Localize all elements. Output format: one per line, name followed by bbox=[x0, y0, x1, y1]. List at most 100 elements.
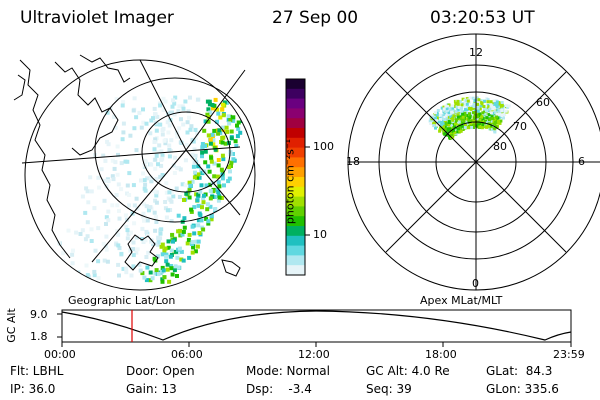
aurora-pixel bbox=[83, 237, 88, 242]
aurora-pixel bbox=[453, 130, 457, 134]
aurora-pixel bbox=[471, 96, 475, 100]
aurora-pixel bbox=[495, 100, 499, 104]
aurora-pixel bbox=[159, 227, 164, 232]
aurora-pixel bbox=[128, 133, 133, 138]
aurora-pixel bbox=[231, 118, 236, 123]
aurora-pixel bbox=[174, 186, 179, 191]
aurora-pixel bbox=[181, 258, 186, 263]
aurora-pixel bbox=[472, 126, 475, 129]
aurora-pixel bbox=[139, 178, 143, 183]
aurora-pixel bbox=[106, 209, 111, 214]
aurora-pixel bbox=[465, 102, 469, 106]
aurora-pixel bbox=[498, 102, 502, 106]
geographic-caption: Geographic Lat/Lon bbox=[68, 294, 176, 307]
aurora-pixel bbox=[457, 120, 461, 124]
aurora-pixel bbox=[203, 149, 208, 154]
aurora-pixel bbox=[160, 252, 165, 257]
aurora-pixel bbox=[70, 252, 75, 257]
aurora-pixel bbox=[114, 193, 119, 197]
aurora-pixel bbox=[479, 104, 483, 108]
aurora-pixel bbox=[468, 116, 472, 120]
aurora-pixel bbox=[153, 166, 158, 171]
aurora-pixel bbox=[166, 239, 171, 244]
colorbar-cell bbox=[286, 226, 305, 237]
aurora-pixel bbox=[438, 128, 442, 132]
aurora-pixel bbox=[195, 198, 200, 203]
aurora-pixel bbox=[208, 141, 213, 146]
aurora-pixel bbox=[498, 121, 502, 125]
aurora-pixel bbox=[154, 214, 159, 219]
aurora-pixel bbox=[222, 100, 227, 105]
aurora-pixel bbox=[450, 134, 454, 137]
aurora-pixel bbox=[220, 107, 225, 112]
aurora-pixel bbox=[478, 112, 482, 116]
aurora-pixel bbox=[128, 248, 133, 253]
aurora-pixel bbox=[429, 122, 433, 125]
aurora-pixel bbox=[106, 142, 111, 147]
aurora-pixel bbox=[487, 119, 490, 123]
aurora-pixel bbox=[104, 247, 109, 252]
aurora-pixel bbox=[446, 125, 450, 129]
aurora-pixel bbox=[481, 111, 485, 115]
aurora-pixel bbox=[460, 109, 464, 113]
aurora-pixel bbox=[145, 176, 150, 181]
aurora-pixel bbox=[443, 127, 447, 131]
aurora-pixel bbox=[150, 276, 155, 281]
aurora-pixel bbox=[220, 140, 225, 145]
aurora-pixel bbox=[152, 140, 157, 144]
aurora-pixel bbox=[185, 130, 190, 135]
altitude-plot bbox=[57, 309, 572, 347]
aurora-pixel bbox=[216, 190, 221, 195]
colorbar-cell bbox=[286, 255, 305, 266]
time-label: 03:20:53 UT bbox=[430, 8, 535, 28]
aurora-pixel bbox=[443, 125, 447, 129]
aurora-pixel bbox=[104, 215, 109, 220]
aurora-pixel bbox=[218, 115, 223, 120]
aurora-pixel bbox=[96, 259, 101, 264]
aurora-pixel bbox=[478, 125, 482, 129]
aurora-pixel bbox=[482, 108, 486, 112]
aurora-pixel bbox=[195, 97, 200, 102]
aurora-pixel bbox=[500, 103, 504, 107]
colorbar-cell bbox=[286, 216, 305, 227]
aurora-pixel bbox=[216, 163, 221, 168]
aurora-pixel bbox=[190, 179, 195, 184]
aurora-pixel bbox=[120, 137, 125, 142]
aurora-pixel bbox=[503, 113, 507, 116]
aurora-pixel bbox=[220, 136, 225, 140]
mlt-label-18: 18 bbox=[346, 155, 360, 168]
glat-info: GLat: 84.3 bbox=[486, 364, 553, 378]
aurora-pixel bbox=[127, 193, 132, 197]
aurora-pixel bbox=[156, 162, 160, 167]
aurora-pixel bbox=[185, 241, 190, 246]
gain-info: Gain: 13 bbox=[126, 382, 177, 396]
altitude-ytick-9: 9.0 bbox=[30, 308, 48, 321]
aurora-pixel bbox=[197, 211, 202, 216]
aurora-pixel bbox=[160, 242, 165, 247]
aurora-pixel bbox=[175, 255, 180, 260]
aurora-pixel bbox=[127, 171, 132, 176]
aurora-pixel bbox=[461, 97, 465, 101]
aurora-pixel bbox=[456, 115, 460, 119]
aurora-pixel bbox=[193, 153, 198, 158]
aurora-pixel bbox=[155, 254, 160, 259]
aurora-pixel bbox=[121, 130, 126, 135]
aurora-pixel bbox=[188, 183, 193, 188]
aurora-pixel bbox=[227, 165, 232, 170]
aurora-pixel bbox=[104, 184, 109, 189]
aurora-pixel bbox=[456, 130, 460, 134]
aurora-pixel bbox=[169, 264, 173, 268]
aurora-pixel bbox=[165, 262, 170, 267]
aurora-pixel bbox=[160, 279, 165, 284]
aurora-pixel bbox=[196, 192, 201, 197]
aurora-pixel bbox=[115, 144, 120, 149]
aurora-pixel bbox=[85, 220, 90, 225]
aurora-pixel bbox=[447, 123, 451, 127]
aurora-pixel bbox=[83, 210, 88, 215]
aurora-pixel bbox=[476, 102, 479, 106]
aurora-pixel bbox=[490, 124, 494, 128]
aurora-pixel bbox=[190, 224, 195, 229]
aurora-pixel bbox=[80, 228, 85, 233]
aurora-pixel bbox=[206, 219, 211, 224]
aurora-pixel bbox=[166, 208, 170, 213]
